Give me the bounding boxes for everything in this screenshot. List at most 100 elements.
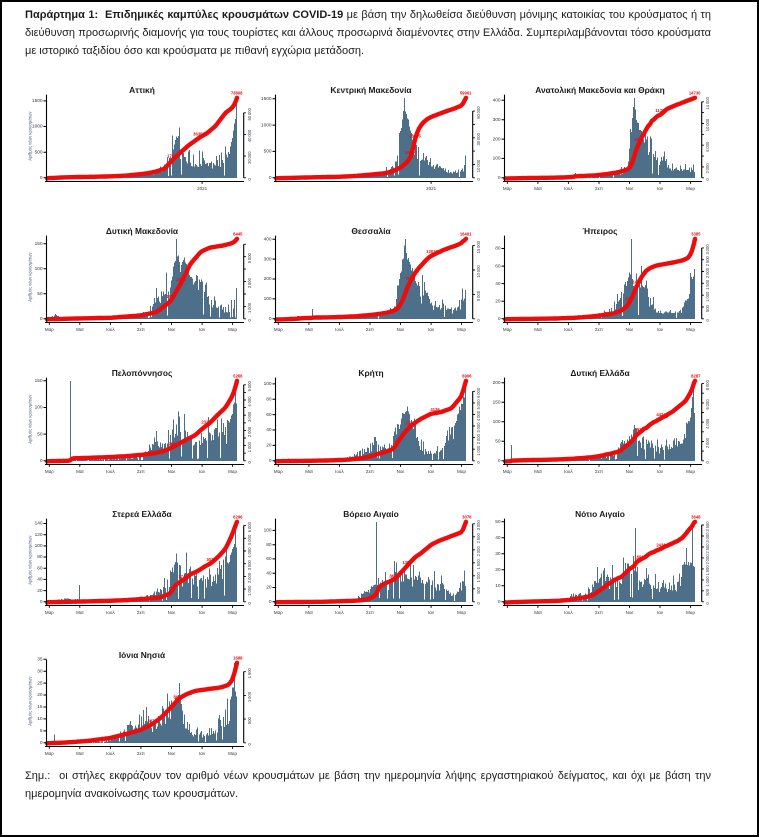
svg-text:15 000: 15 000 [476, 240, 481, 253]
svg-text:50 000: 50 000 [476, 106, 481, 119]
svg-text:2321: 2321 [201, 420, 211, 425]
svg-text:Σεπ: Σεπ [137, 610, 145, 615]
svg-text:1000: 1000 [261, 122, 272, 128]
svg-text:3 000: 3 000 [247, 277, 252, 288]
svg-text:0: 0 [269, 458, 272, 464]
svg-text:500: 500 [35, 149, 43, 155]
svg-text:Νοε: Νοε [397, 469, 405, 474]
svg-text:500: 500 [247, 716, 252, 724]
svg-text:Ιουλ: Ιουλ [106, 751, 115, 756]
svg-text:Νοε: Νοε [168, 327, 176, 332]
svg-text:5 000: 5 000 [247, 252, 252, 263]
svg-text:2 000: 2 000 [705, 163, 710, 174]
svg-text:50: 50 [37, 431, 43, 437]
svg-text:3 000: 3 000 [705, 244, 710, 255]
svg-text:2910: 2910 [176, 277, 186, 282]
svg-text:4 000: 4 000 [705, 418, 710, 429]
svg-text:Νοε: Νοε [626, 327, 634, 332]
svg-text:Μαρ: Μαρ [686, 610, 695, 615]
svg-text:Ιαν: Ιαν [657, 327, 664, 332]
svg-text:140: 140 [35, 521, 43, 527]
svg-text:6 000: 6 000 [476, 387, 481, 398]
svg-text:Μαϊ: Μαϊ [534, 469, 542, 474]
svg-text:200: 200 [264, 276, 272, 282]
svg-text:Μαϊ: Μαϊ [534, 610, 542, 615]
svg-text:5 000: 5 000 [247, 534, 252, 545]
svg-text:35: 35 [37, 656, 43, 662]
svg-text:Ιόνια Νησιά: Ιόνια Νησιά [119, 650, 166, 660]
svg-text:100: 100 [493, 156, 501, 162]
svg-text:Νοε: Νοε [168, 469, 176, 474]
svg-text:2431: 2431 [656, 543, 666, 548]
svg-text:Μαϊ: Μαϊ [76, 469, 84, 474]
svg-text:2 000: 2 000 [705, 437, 710, 448]
svg-text:100: 100 [264, 528, 272, 534]
svg-text:Μαρ: Μαρ [457, 469, 466, 474]
svg-text:4 000: 4 000 [247, 547, 252, 558]
svg-text:60: 60 [266, 412, 272, 418]
svg-text:30: 30 [495, 551, 501, 557]
svg-text:17135: 17135 [167, 153, 179, 158]
svg-text:100: 100 [493, 419, 501, 425]
svg-text:0: 0 [498, 599, 501, 605]
svg-text:7589: 7589 [405, 276, 415, 281]
svg-text:0: 0 [476, 318, 481, 321]
svg-text:Σεπ: Σεπ [366, 327, 374, 332]
svg-text:Μαϊ: Μαϊ [534, 186, 542, 191]
svg-text:20: 20 [266, 443, 272, 449]
svg-text:Ιουλ: Ιουλ [564, 610, 573, 615]
svg-text:1 000: 1 000 [476, 572, 481, 583]
svg-text:40: 40 [495, 281, 501, 287]
svg-text:3 000: 3 000 [247, 411, 252, 422]
svg-text:1 000: 1 000 [705, 576, 710, 587]
svg-text:Ιαν: Ιαν [657, 469, 664, 474]
svg-text:80: 80 [495, 246, 501, 252]
svg-text:14 000: 14 000 [705, 96, 710, 109]
svg-text:1 000: 1 000 [476, 445, 481, 456]
svg-text:50: 50 [37, 291, 43, 297]
svg-text:Ιουλ: Ιουλ [335, 610, 344, 615]
svg-text:0: 0 [705, 177, 710, 180]
svg-text:Ιουλ: Ιουλ [564, 469, 573, 474]
svg-text:3 500: 3 500 [705, 521, 710, 532]
svg-text:6 000: 6 000 [705, 141, 710, 152]
svg-text:10: 10 [495, 583, 501, 589]
svg-text:25: 25 [37, 680, 43, 686]
svg-text:0: 0 [269, 599, 272, 605]
svg-text:Ανατολική Μακεδονία και Θράκη: Ανατολική Μακεδονία και Θράκη [535, 85, 665, 95]
svg-text:500: 500 [264, 149, 272, 155]
svg-text:2021: 2021 [197, 186, 208, 191]
svg-text:0: 0 [269, 316, 272, 322]
svg-text:Σεπ: Σεπ [137, 327, 145, 332]
svg-text:2 500: 2 500 [476, 533, 481, 544]
svg-text:0: 0 [476, 460, 481, 463]
svg-text:Δυτική Μακεδονία: Δυτική Μακεδονία [106, 226, 179, 236]
svg-text:2 000: 2 000 [247, 572, 252, 583]
svg-text:5266: 5266 [233, 373, 243, 378]
svg-text:Ιουλ: Ιουλ [564, 327, 573, 332]
svg-text:3 000: 3 000 [476, 422, 481, 433]
svg-text:Μαρ: Μαρ [686, 327, 695, 332]
svg-text:Σεπ: Σεπ [595, 327, 603, 332]
svg-text:Νοε: Νοε [168, 751, 176, 756]
svg-text:40 000: 40 000 [247, 129, 252, 142]
svg-text:Σεπ: Σεπ [366, 469, 374, 474]
svg-text:0: 0 [247, 318, 252, 321]
svg-text:Ιαν: Ιαν [428, 327, 435, 332]
svg-text:1389: 1389 [402, 560, 412, 565]
svg-text:100: 100 [35, 266, 43, 272]
svg-text:1 500: 1 500 [705, 565, 710, 576]
svg-text:Νοε: Νοε [397, 327, 405, 332]
svg-text:1 000: 1 000 [705, 291, 710, 302]
svg-text:20 000: 20 000 [247, 151, 252, 164]
svg-text:Ιαν: Ιαν [199, 469, 206, 474]
svg-text:908: 908 [169, 441, 177, 446]
svg-text:0: 0 [476, 601, 481, 604]
svg-text:80: 80 [37, 554, 43, 560]
svg-text:400: 400 [493, 98, 501, 104]
svg-text:1 500: 1 500 [247, 667, 252, 678]
svg-text:10 000: 10 000 [476, 159, 481, 172]
svg-text:16401: 16401 [460, 231, 472, 236]
svg-text:0: 0 [705, 601, 710, 604]
svg-text:Μαρ: Μαρ [228, 327, 237, 332]
